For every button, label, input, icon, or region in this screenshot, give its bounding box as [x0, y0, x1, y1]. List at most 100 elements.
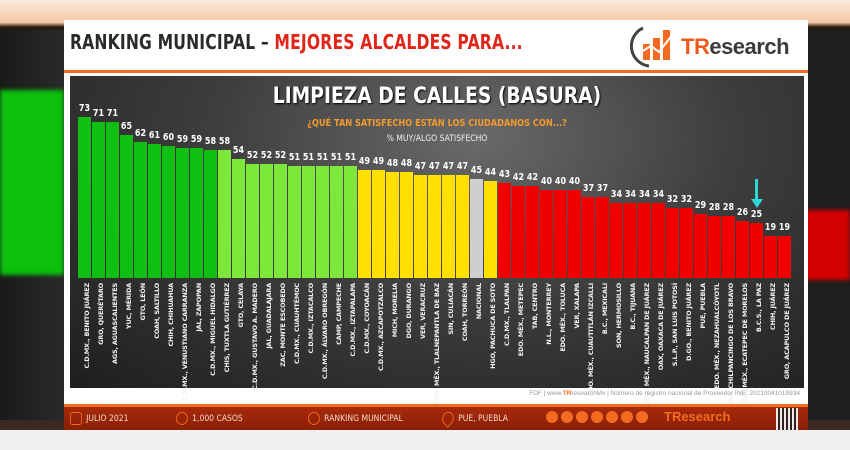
bar-value-label: 47: [442, 160, 455, 172]
bar-fill: [386, 172, 399, 278]
bar-43: 32: [666, 194, 679, 278]
bar-fill: [274, 163, 287, 278]
category-label: B.C.S., LA PAZ: [755, 283, 763, 333]
bar-42: 34: [652, 189, 665, 278]
bar-30: 44: [484, 167, 497, 278]
youtube-icon[interactable]: [636, 411, 648, 423]
bar-26: 47: [428, 161, 441, 278]
bar-8: 59: [176, 134, 189, 278]
bar-49: 25: [750, 209, 763, 278]
background-blur-left: [0, 30, 64, 420]
bar-fill: [232, 159, 245, 278]
bar-fill: [568, 190, 581, 278]
bar-fill: [330, 165, 343, 278]
bar-17: 51: [302, 152, 315, 278]
bar-value-label: 51: [316, 151, 329, 163]
bar-41: 34: [638, 189, 651, 278]
category-label: CHIH, JUÁREZ: [769, 283, 777, 331]
bar-value-label: 52: [260, 149, 273, 161]
bar-28: 47: [456, 161, 469, 278]
bar-fill: [526, 185, 539, 278]
bar-fill: [92, 121, 105, 278]
qr-code[interactable]: [776, 408, 798, 430]
bar-10: 58: [204, 136, 217, 278]
bar-value-label: 37: [582, 182, 595, 194]
category-label: N.L., MONTERREY: [545, 283, 553, 345]
bar-48: 26: [736, 207, 749, 278]
category-label: EDO. MÉX., METEPEC: [517, 283, 525, 357]
bar-value-label: 34: [610, 189, 623, 201]
bar-value-label: 60: [162, 132, 175, 143]
bar-fill: [540, 190, 553, 278]
bar-fill: [372, 170, 385, 278]
category-label: VER, VERACRUZ: [419, 283, 427, 340]
bar-fill: [148, 143, 161, 278]
highlight-arrow-icon: [755, 179, 758, 201]
bar-23: 48: [386, 158, 399, 278]
bar-series: 73 C.D.MX., BENITO JUÁREZ 71 GRO, QUERÉTARO…: [78, 76, 794, 408]
bar-fill: [442, 174, 455, 278]
bar-fill: [78, 117, 91, 278]
bar-40: 34: [624, 189, 637, 278]
bar-value-label: 51: [344, 151, 357, 163]
category-label: MICH, MORELIA: [391, 283, 399, 338]
phone-icon[interactable]: [561, 411, 573, 423]
bar-value-label: 51: [330, 151, 343, 163]
category-label: CAMP, CAMPECHE: [335, 283, 343, 345]
bar-value-label: 29: [694, 200, 707, 212]
calendar-icon: [70, 412, 82, 425]
bar-fill: [778, 236, 791, 278]
category-label: AGS, AGUASCALIENTES: [111, 283, 119, 364]
bar-fill: [554, 190, 567, 278]
bar-value-label: 45: [470, 165, 483, 176]
bar-11: 58: [218, 136, 231, 278]
bar-3: 71: [106, 108, 119, 278]
bar-fill: [610, 203, 623, 278]
bar-value-label: 43: [498, 169, 511, 181]
bar-12: 54: [232, 145, 245, 278]
category-label: PUE, PUEBLA: [699, 283, 707, 329]
chart-question: ¿QUÉ TAN SATISFECHO ESTÁN LOS CIUDADANOS…: [307, 118, 567, 129]
category-label: SIN, CULIACÁN: [447, 283, 455, 335]
globe-icon[interactable]: [546, 411, 558, 423]
twitter-icon[interactable]: [591, 411, 603, 423]
bar-fill: [302, 165, 315, 278]
bar-value-label: 51: [302, 151, 315, 163]
footer-location: PUE, PUEBLA: [439, 408, 508, 429]
category-label: GRO, QUERÉTARO: [97, 283, 105, 345]
category-label: VER, XALAPA: [573, 283, 581, 329]
bar-27: 47: [442, 161, 455, 278]
bar-25: 47: [414, 161, 427, 278]
linkedin-icon[interactable]: [621, 411, 633, 423]
bar-6: 61: [148, 130, 161, 278]
highlight-arrowhead-icon: [750, 199, 763, 208]
bar-fill: [218, 150, 231, 278]
bar-fill: [470, 179, 483, 278]
bar-value-label: 47: [428, 160, 441, 172]
footer-cases: 1,000 CASOS: [176, 412, 243, 425]
bar-value-label: 48: [400, 158, 413, 170]
bottom-strip: [0, 430, 850, 450]
bar-29: 45: [470, 165, 483, 278]
chart-title: LIMPIEZA DE CALLES (BASURA): [272, 84, 602, 109]
category-label: YUC, MÉRIDA: [125, 283, 133, 330]
bar-34: 40: [540, 176, 553, 278]
page-title: RANKING MUNICIPAL – MEJORES ALCALDES PAR…: [70, 30, 523, 54]
bar-fill: [624, 203, 637, 278]
bar-fill: [344, 165, 357, 278]
bar-fill: [582, 196, 595, 278]
bar-value-label: 51: [288, 151, 301, 163]
category-label: C.D.MX., COYOACÁN: [363, 283, 371, 354]
bar-14: 52: [260, 150, 273, 278]
category-label: DGO, DURANGO: [405, 283, 413, 339]
bar-value-label: 49: [358, 156, 371, 168]
bar-fill: [260, 163, 273, 278]
bar-21: 49: [358, 156, 371, 278]
bar-value-label: 47: [414, 160, 427, 172]
category-label: C.D.MX., GUSTAVO A. MADERO: [251, 283, 259, 390]
bar-value-label: 62: [134, 127, 147, 139]
bar-value-label: 59: [190, 134, 203, 146]
email-icon[interactable]: [576, 411, 588, 423]
facebook-icon[interactable]: [606, 411, 618, 423]
bar-value-label: 71: [92, 107, 105, 119]
